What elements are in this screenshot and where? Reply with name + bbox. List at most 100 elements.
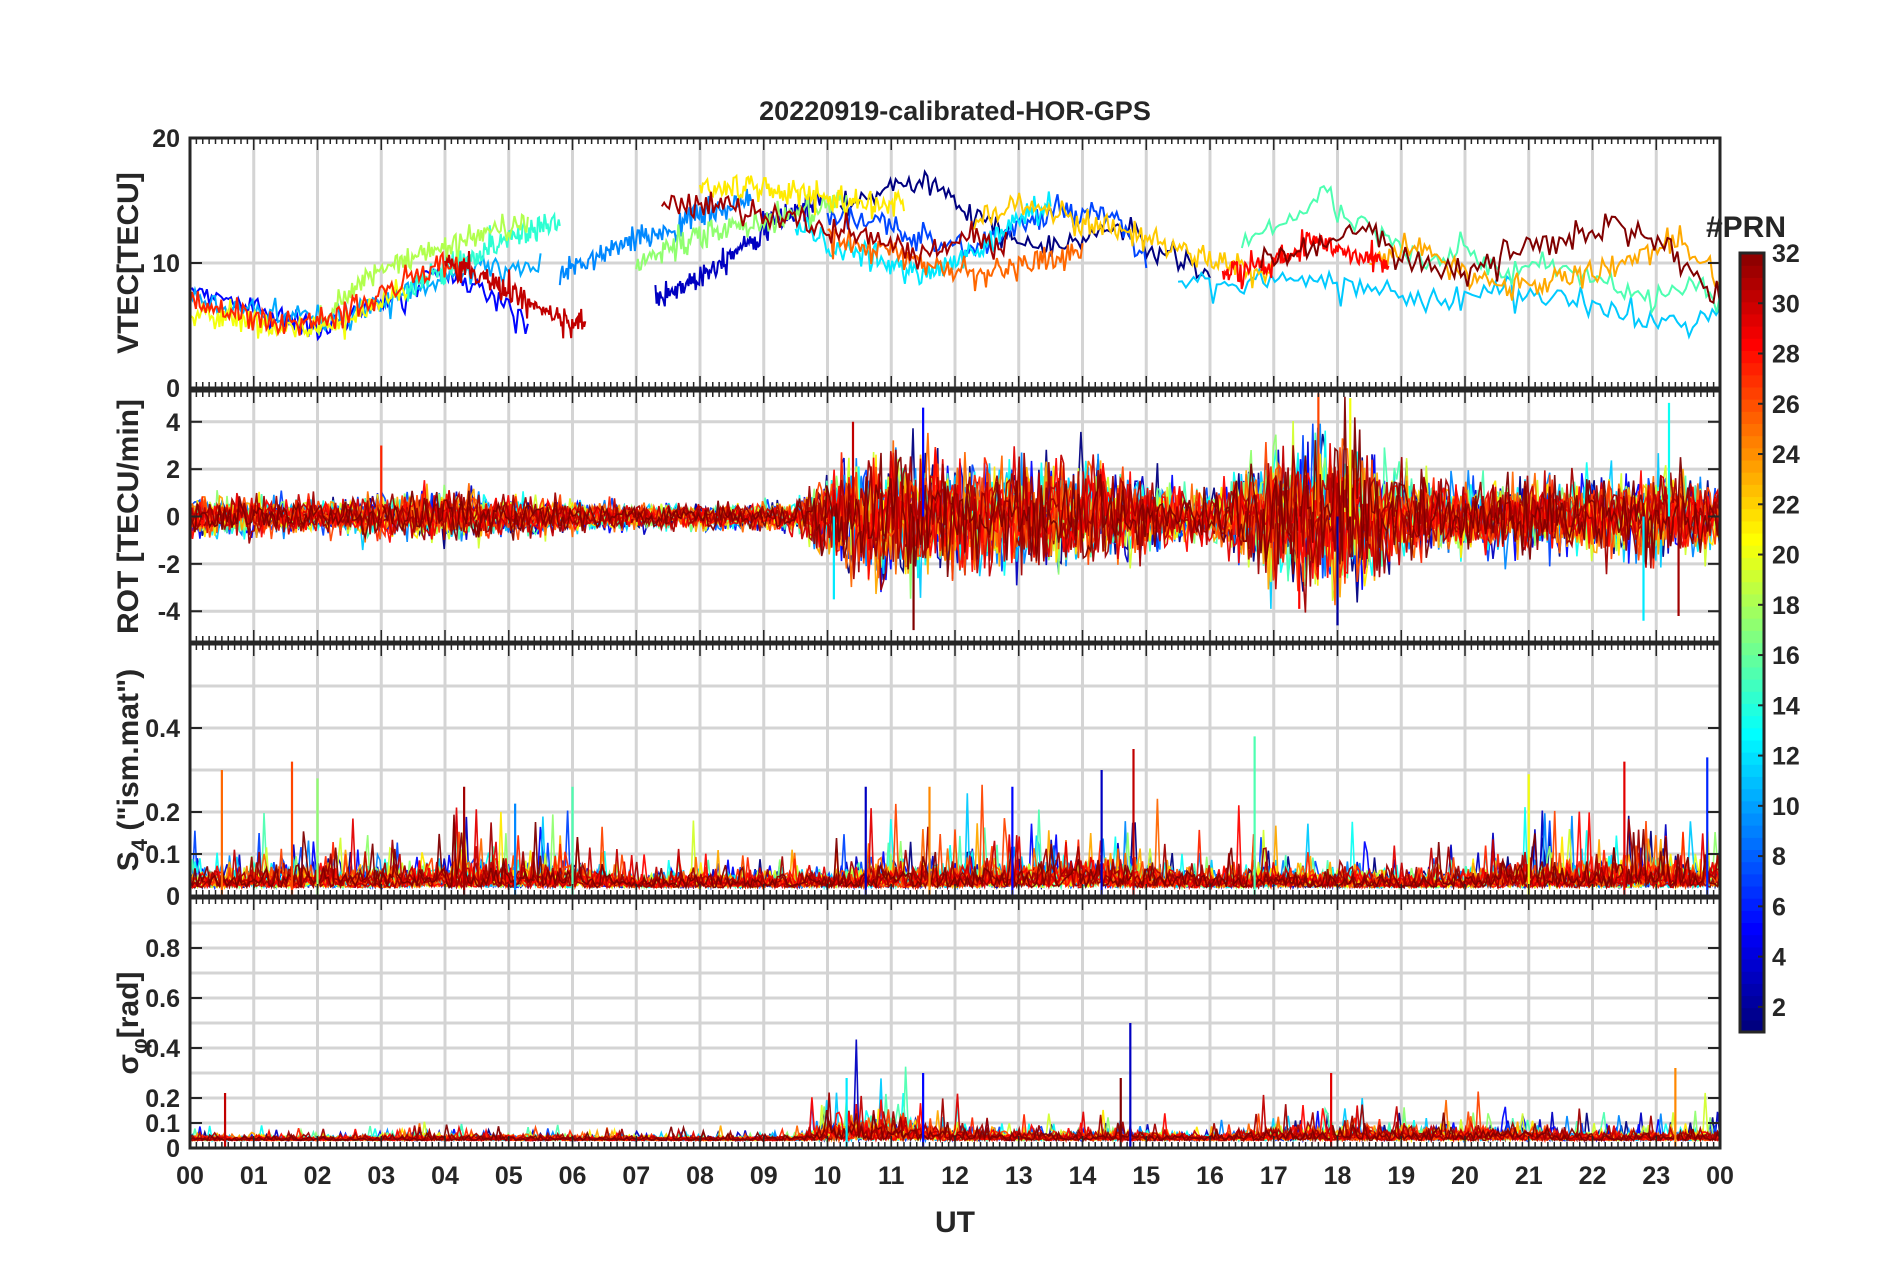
colorbar-segment — [1740, 995, 1764, 1009]
colorbar-tick-label: 14 — [1772, 692, 1800, 720]
colorbar-segment — [1740, 971, 1764, 984]
x-tick-label: 05 — [495, 1162, 523, 1190]
y-tick-label: 0.4 — [145, 715, 180, 743]
colorbar-segment — [1740, 605, 1764, 619]
y-tick-label: 0.1 — [145, 1110, 180, 1138]
colorbar-segment — [1740, 776, 1764, 790]
colorbar-segment — [1740, 253, 1764, 266]
colorbar-segment — [1740, 727, 1764, 741]
colorbar-segment — [1740, 983, 1764, 997]
colorbar-tick-label: 30 — [1772, 290, 1800, 318]
colorbar-tick-label: 12 — [1772, 743, 1800, 771]
colorbar-segment — [1740, 386, 1764, 400]
colorbar-segment — [1740, 545, 1764, 558]
colorbar-segment — [1740, 800, 1764, 814]
x-tick-label: 00 — [1706, 1162, 1734, 1190]
colorbar-segment — [1740, 277, 1764, 291]
x-tick-label: 07 — [622, 1162, 650, 1190]
vtec-series-prn-21 — [699, 173, 905, 220]
y-tick-label: 0.8 — [145, 935, 180, 963]
colorbar-segment — [1740, 435, 1764, 449]
colorbar-tick-label: 22 — [1772, 491, 1800, 519]
colorbar-segment — [1740, 593, 1764, 607]
colorbar-segment — [1740, 581, 1764, 595]
colorbar-segment — [1740, 508, 1764, 522]
vtec-series-prn-31 — [660, 191, 1007, 270]
vtec-series-prn-15 — [1240, 184, 1720, 316]
colorbar-segment — [1740, 910, 1764, 924]
colorbar-segment — [1740, 569, 1764, 583]
colorbar-segment — [1740, 338, 1764, 351]
colorbar-segment — [1740, 326, 1764, 339]
y-tick-label: 0.4 — [145, 1035, 180, 1063]
x-axis-label: UT — [935, 1206, 975, 1239]
x-tick-label: 19 — [1387, 1162, 1415, 1190]
colorbar-segment — [1740, 825, 1764, 838]
panel-rot-data — [190, 393, 1720, 631]
colorbar-segment — [1740, 861, 1764, 875]
colorbar-segment — [1740, 411, 1764, 425]
colorbar-segment — [1740, 922, 1764, 936]
y-tick-label: 20 — [152, 125, 180, 153]
y-tick-label: 2 — [166, 456, 180, 484]
x-tick-label: 16 — [1196, 1162, 1224, 1190]
colorbar-segment — [1740, 812, 1764, 826]
vtec-series-prn-30 — [444, 251, 587, 339]
y-axis-label-rot: ROT [TECU/min] — [112, 399, 145, 634]
colorbar-tick-label: 26 — [1772, 391, 1800, 419]
colorbar-segment — [1740, 265, 1764, 278]
colorbar-tick-label: 32 — [1772, 240, 1800, 268]
x-tick-label: 08 — [686, 1162, 714, 1190]
y-tick-label: 0.1 — [145, 841, 180, 869]
colorbar-tick-label: 16 — [1772, 642, 1800, 670]
colorbar-tick-label: 10 — [1772, 793, 1800, 821]
x-tick-label: 11 — [878, 1162, 905, 1190]
x-tick-label: 15 — [1132, 1162, 1160, 1190]
colorbar-segment — [1740, 472, 1764, 485]
panel-s4: 00.10.20.4S4 ("ism.mat") — [112, 642, 1722, 911]
colorbar-segment — [1740, 703, 1764, 717]
x-tick-label: 18 — [1324, 1162, 1352, 1190]
colorbar-tick-label: 6 — [1772, 893, 1786, 921]
colorbar-segment — [1740, 873, 1764, 887]
y-axis-label-sigma: σφ[rad] — [112, 972, 152, 1075]
y-tick-label: 0.2 — [145, 1085, 180, 1113]
vtec-series-prn-14 — [405, 211, 561, 302]
panel-sigma: 00.10.2 0.4 0.6 0.8 σφ[rad] 00 01 02 03 04 05 06 07 0… — [112, 896, 1734, 1190]
colorbar-segment — [1740, 788, 1764, 802]
colorbar-segment — [1740, 459, 1764, 473]
vtec-series-prn-12 — [794, 191, 1052, 286]
colorbar-segment — [1740, 679, 1764, 692]
panel-rot: -4 -2 0 2 4 ROT [TECU/min] — [112, 389, 1722, 644]
y-axis-label-rest: [rad] — [112, 972, 145, 1039]
colorbar-segment — [1740, 1019, 1764, 1033]
vtec-series-prn-1 — [839, 169, 1211, 280]
x-tick-label: 21 — [1515, 1162, 1543, 1190]
colorbar-segment — [1740, 764, 1764, 777]
vtec-series-prn-22 — [973, 192, 1275, 289]
colorbar-segment — [1740, 1007, 1764, 1021]
x-tick-label: 09 — [750, 1162, 778, 1190]
x-tick-label: 10 — [814, 1162, 842, 1190]
colorbar-segment — [1740, 958, 1764, 972]
y-tick-label: 10 — [152, 250, 180, 278]
colorbar-tick-label: 2 — [1772, 994, 1786, 1022]
colorbar-segment — [1740, 362, 1764, 376]
colorbar-segment — [1740, 289, 1764, 303]
x-tick-label: 13 — [1005, 1162, 1033, 1190]
colorbar-segment — [1740, 557, 1764, 571]
vtec-series-prn-11 — [1177, 266, 1720, 340]
s4-series-prn-32 — [190, 814, 1720, 891]
colorbar-segment — [1740, 849, 1764, 863]
colorbar-frame — [1738, 251, 1766, 1034]
y-tick-label: 0 — [166, 883, 180, 911]
x-tick-label: 20 — [1451, 1162, 1479, 1190]
colorbar-segment — [1740, 837, 1764, 851]
colorbar-segment — [1740, 654, 1764, 668]
vtec-series-prn-25 — [827, 228, 1084, 292]
x-tick-label: 06 — [559, 1162, 587, 1190]
panel-vtec-data — [190, 169, 1720, 342]
colorbar-segment — [1740, 496, 1764, 510]
